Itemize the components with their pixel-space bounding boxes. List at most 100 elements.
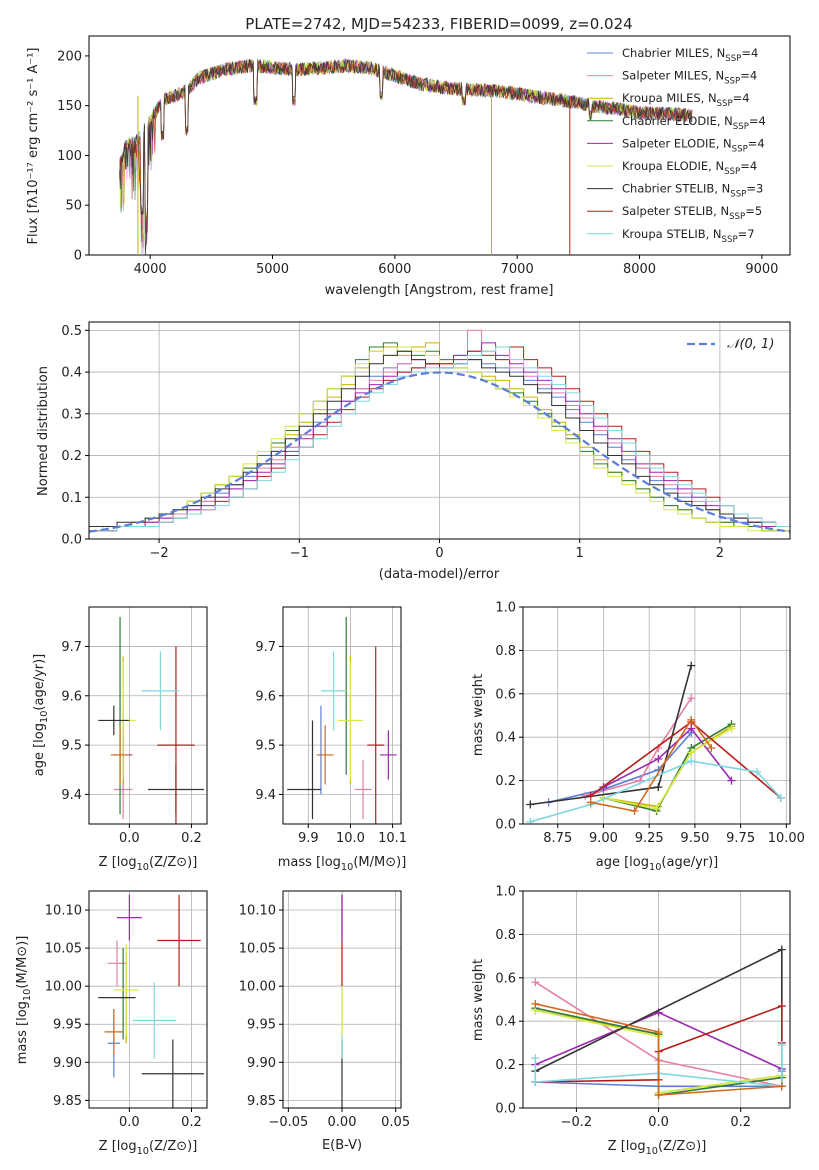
y-tick-label: 100 <box>57 149 82 164</box>
axes-frame <box>522 890 791 1109</box>
y-tick-label: 50 <box>65 199 82 214</box>
y-tick-label: 9.4 <box>61 788 82 803</box>
axes-frame <box>88 35 791 256</box>
y-tick-label: 1.0 <box>495 601 516 616</box>
x-axis-label: Z [log10(Z/Z⊙)] <box>99 855 198 873</box>
errorbars <box>98 616 204 824</box>
spectrum-line <box>119 58 693 255</box>
x-tick-label: 1 <box>576 546 584 561</box>
spectrum-lines <box>119 57 693 255</box>
y-tick-label: 9.7 <box>255 640 276 655</box>
legend-label: Kroupa MILES, NSSP=4 <box>622 91 750 109</box>
y-tick-label: 0.4 <box>495 1015 516 1030</box>
y-tick-label: 0 <box>74 249 82 264</box>
x-tick-label: 8000 <box>623 262 656 277</box>
normal-curve <box>89 371 790 533</box>
y-tick-label: 150 <box>57 99 82 114</box>
weight-series <box>603 727 732 810</box>
y-axis-label: Flux [fλ10⁻¹⁷ erg cm⁻² s⁻¹ A⁻¹] <box>26 48 41 245</box>
spectrum-line <box>119 58 693 250</box>
spectrum-panel: 4000 5000 6000 7000 8000 9000 0 50 100 150 200 PLAT… <box>26 15 791 298</box>
y-tick-label: 0.2 <box>495 774 516 789</box>
legend-label: Kroupa ELODIE, NSSP=4 <box>622 159 757 177</box>
y-tick-label: 0.6 <box>495 687 516 702</box>
x-tick-label: −0.05 <box>268 1115 308 1130</box>
y-tick-label: 9.90 <box>53 1056 82 1071</box>
legend-label: Chabrier ELODIE, NSSP=4 <box>622 114 766 132</box>
x-axis-label: Z [log10(Z/Z⊙)] <box>608 1139 707 1157</box>
weight-series <box>590 718 713 812</box>
chart-title: PLATE=2742, MJD=54233, FIBERID=0099, z=0… <box>245 15 632 33</box>
x-axis-label: age [log10(age/yr)] <box>596 855 719 873</box>
spectrum-line <box>119 59 693 221</box>
x-tick-label: 10.00 <box>768 831 805 846</box>
x-tick-label: −1 <box>290 546 309 561</box>
axes-frame <box>522 606 791 825</box>
y-tick-label: 0.4 <box>61 366 82 381</box>
x-tick-label: 9000 <box>745 262 778 277</box>
legend-label: Chabrier MILES, NSSP=4 <box>622 46 758 64</box>
x-axis-label: wavelength [Angstrom, rest frame] <box>325 283 554 298</box>
x-tick-label: 9.75 <box>726 831 755 846</box>
weight-series <box>548 732 692 804</box>
y-tick-label: 10.05 <box>45 942 82 957</box>
y-axis-label: Normed distribution <box>36 366 51 496</box>
x-tick-label: 0.0 <box>648 1115 669 1130</box>
spectrum-line <box>119 57 693 248</box>
y-tick-label: 9.85 <box>53 1094 82 1109</box>
y-tick-label: 0.6 <box>495 971 516 986</box>
weight-vs-z: −0.2 0.0 0.2 0.0 0.2 0.4 0.6 0.8 1.0 Z [log10(Z/Z… <box>471 885 791 1157</box>
y-tick-label: 9.5 <box>255 739 276 754</box>
histogram-series <box>89 350 790 539</box>
legend-label: Salpeter ELODIE, NSSP=4 <box>622 136 765 154</box>
y-tick-label: 9.6 <box>61 689 82 704</box>
axes-frame <box>88 890 208 1109</box>
y-tick-label: 10.10 <box>45 904 82 919</box>
legend-label: Kroupa STELIB, NSSP=7 <box>622 227 755 245</box>
spectrum-line <box>119 59 693 243</box>
y-tick-label: 1.0 <box>495 885 516 900</box>
y-tick-label: 0.0 <box>495 1102 516 1117</box>
legend-label: Chabrier STELIB, NSSP=3 <box>622 182 763 200</box>
y-tick-label: 200 <box>57 49 82 64</box>
y-tick-label: 9.4 <box>255 788 276 803</box>
x-axis-label: E(B-V) <box>322 1138 362 1153</box>
x-tick-label: 0 <box>435 546 443 561</box>
histogram-steps <box>89 329 790 539</box>
x-tick-label: 0.0 <box>119 831 140 846</box>
x-tick-label: 5000 <box>256 262 289 277</box>
legend: Chabrier MILES, NSSP=4 Salpeter MILES, NS… <box>587 46 766 245</box>
y-tick-label: 0.3 <box>61 407 82 422</box>
x-tick-label: 8.75 <box>543 831 572 846</box>
x-tick-label: −0.2 <box>561 1115 593 1130</box>
y-tick-label: 10.10 <box>239 904 276 919</box>
x-axis-label: Z [log10(Z/Z⊙)] <box>99 1139 198 1157</box>
x-tick-label: 4000 <box>134 262 167 277</box>
x-tick-label: 10.1 <box>378 831 407 846</box>
weight-vs-age: 8.75 9.00 9.25 9.50 9.75 10.00 0.0 0.2 0.4 0.6 0.8… <box>471 601 805 874</box>
x-tick-label: 0.2 <box>181 1115 202 1130</box>
y-axis-label: age [log10(age/yr)] <box>32 654 50 777</box>
y-axis-label: mass [log10(M/M⊙)] <box>15 936 33 1065</box>
spectrum-line <box>119 58 693 255</box>
y-tick-label: 0.2 <box>61 449 82 464</box>
spectrum-line <box>119 59 693 233</box>
y-tick-label: 0.4 <box>495 731 516 746</box>
x-tick-label: 7000 <box>501 262 534 277</box>
y-tick-label: 9.95 <box>53 1018 82 1033</box>
y-axis-label: mass weight <box>471 959 486 1041</box>
x-axis-label: (data-model)/error <box>379 567 500 582</box>
x-tick-label: 9.25 <box>635 831 664 846</box>
x-tick-label: 0.05 <box>381 1115 410 1130</box>
x-tick-label: 0.00 <box>328 1115 357 1130</box>
y-tick-label: 0.1 <box>61 491 82 506</box>
axes-frame <box>282 890 402 1109</box>
y-tick-label: 9.5 <box>61 739 82 754</box>
y-tick-label: 0.5 <box>61 324 82 339</box>
y-tick-label: 9.7 <box>61 640 82 655</box>
y-tick-label: 10.00 <box>45 980 82 995</box>
legend-label: Salpeter STELIB, NSSP=5 <box>622 204 762 222</box>
y-tick-label: 0.2 <box>495 1058 516 1073</box>
y-tick-label: 0.0 <box>495 818 516 833</box>
